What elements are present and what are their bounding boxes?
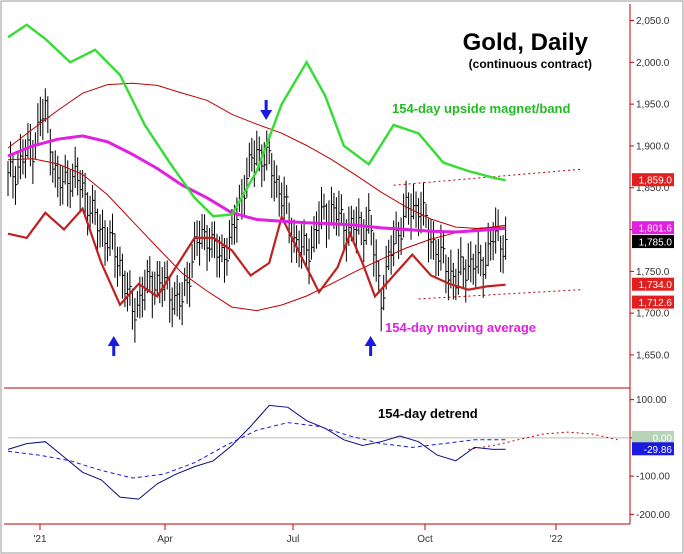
detrend-badge: 0.00: [632, 430, 674, 444]
upside-magnet-line: [7, 23, 506, 218]
down-arrow-icon: [260, 100, 273, 120]
y-tick-label: 2,050.0: [636, 16, 670, 27]
y-tick-label: 1,700.0: [636, 309, 670, 320]
detrend-tick-label: -200.00: [636, 510, 670, 521]
y-tick-label: 1,900.0: [636, 141, 670, 152]
lower-envelope-line: [7, 158, 506, 312]
y-tick-label: 1,950.0: [636, 100, 670, 111]
chart-title: Gold, Daily: [463, 29, 589, 56]
detrend-title: 154-day detrend: [378, 406, 478, 421]
price-badge: 1,734.0: [632, 277, 674, 291]
arrow-layer: [107, 100, 377, 356]
annotation-upside-magnet: 154-day upside magnet/band: [392, 101, 570, 116]
chart-subtitle: (continuous contract): [469, 57, 592, 71]
axis-ticks: 2,050.02,000.01,950.01,900.01,850.01,800…: [8, 16, 670, 545]
y-tick-label: 1,650.0: [636, 350, 670, 361]
svg-text:-29.86: -29.86: [644, 445, 673, 456]
upper-projection-dashed: [393, 168, 581, 186]
detrend-line: [7, 404, 506, 500]
cycle-line: [7, 206, 506, 307]
x-tick-label: Jul: [287, 534, 300, 545]
svg-text:1,801.6: 1,801.6: [639, 224, 673, 235]
detrend-cycle-dashed: [7, 422, 506, 479]
up-arrow-icon: [107, 336, 120, 356]
annotation-moving-average: 154-day moving average: [385, 320, 536, 335]
price-badge: 1,785.0: [632, 235, 674, 249]
price-badge: 1,712.6: [632, 295, 674, 309]
detrend-projection-dashed: [468, 431, 618, 450]
price-badge: 1,859.0: [632, 173, 674, 187]
series-layer: [7, 23, 618, 500]
svg-text:1,712.6: 1,712.6: [639, 298, 673, 309]
y-tick-label: 1,750.0: [636, 267, 670, 278]
upper-envelope-line: [7, 82, 506, 230]
x-tick-label: Apr: [157, 534, 173, 545]
y-tick-label: 1,850.0: [636, 183, 670, 194]
svg-text:1,734.0: 1,734.0: [639, 280, 673, 291]
x-tick-label: Oct: [417, 534, 433, 545]
moving-average-line: [7, 134, 506, 234]
svg-text:0.00: 0.00: [653, 433, 673, 444]
detrend-badge: -29.86: [632, 442, 674, 456]
svg-text:1,785.0: 1,785.0: [639, 238, 673, 249]
x-tick-label: '21: [33, 534, 46, 545]
price-badge: 1,801.6: [632, 221, 674, 235]
price-badges: 1,859.0 1,801.6 1,785.0 1,734.0 1,712.6 0.00-…: [632, 173, 674, 456]
lower-projection-dashed: [418, 289, 581, 300]
x-tick-label: '22: [549, 534, 562, 545]
up-arrow-icon: [364, 336, 377, 356]
detrend-tick-label: 100.00: [636, 395, 667, 406]
detrend-tick-label: -100.00: [636, 472, 670, 483]
svg-text:1,859.0: 1,859.0: [639, 176, 673, 187]
y-tick-label: 2,000.0: [636, 58, 670, 69]
